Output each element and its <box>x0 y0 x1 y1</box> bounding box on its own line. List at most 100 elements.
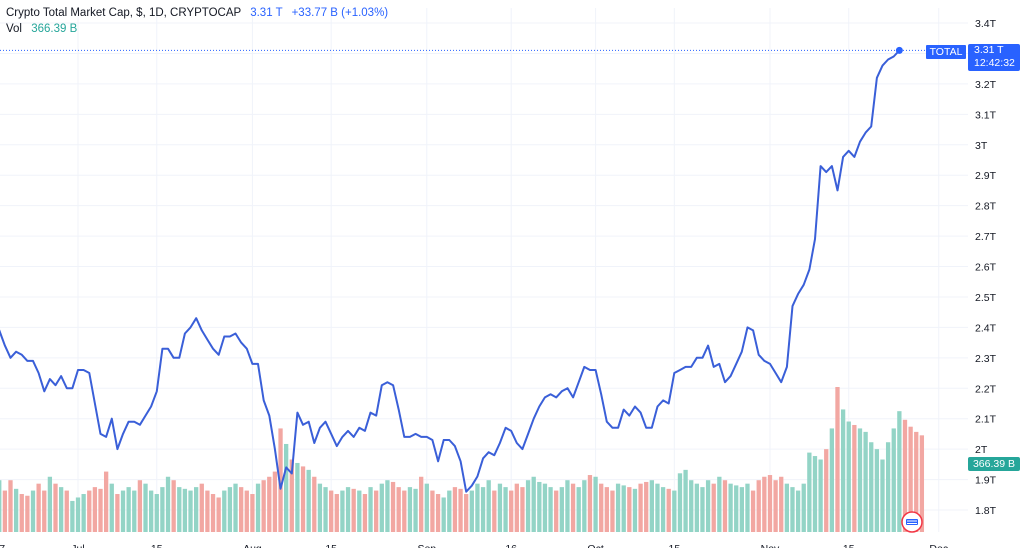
volume-bar <box>475 483 480 532</box>
volume-bar <box>784 483 790 532</box>
volume-bar <box>627 487 632 532</box>
y-tick-label: 2.9T <box>975 170 997 182</box>
volume-bar <box>812 456 818 532</box>
volume-bar <box>897 411 902 532</box>
volume-bar <box>345 487 351 532</box>
volume-bar <box>278 428 283 532</box>
volume-bar <box>655 483 660 532</box>
volume-bar <box>728 483 733 532</box>
volume-bar <box>807 452 812 532</box>
volume-bar <box>148 490 154 532</box>
volume-bar <box>239 487 244 532</box>
volume-bar <box>250 494 255 532</box>
volume-bar <box>53 483 58 532</box>
volume-bar <box>779 476 784 532</box>
volume-bar <box>824 449 829 532</box>
price-axis: 3.4T3.3T3.2T3.1T3T2.9T2.8T2.7T2.6T2.5T2.… <box>975 18 997 517</box>
x-tick-label: Jul <box>71 543 84 548</box>
volume-bar <box>0 480 2 532</box>
chart-legend: Crypto Total Market Cap, $, 1D, CRYPTOCA… <box>6 5 388 37</box>
volume-bar <box>362 494 368 532</box>
volume-bar <box>154 494 159 532</box>
volume-bar <box>132 490 137 532</box>
volume-series <box>0 387 925 532</box>
volume-bar <box>677 473 683 532</box>
price-tag-time: 12:42:32 <box>974 57 1015 69</box>
volume-bar <box>480 487 486 532</box>
volume-bar <box>835 387 840 532</box>
volume-bar <box>160 487 165 532</box>
volume-bar <box>205 490 210 532</box>
volume-bar <box>914 431 919 532</box>
volume-bar <box>430 490 435 532</box>
volume-bar <box>75 497 81 532</box>
y-tick-label: 2.5T <box>975 292 997 304</box>
volume-bar <box>413 488 418 532</box>
volume-bar <box>919 435 925 532</box>
symbol-title: Crypto Total Market Cap, $, 1D, CRYPTOCA… <box>6 7 241 19</box>
volume-bar <box>509 490 514 532</box>
volume-bar <box>818 459 823 532</box>
volume-bar <box>587 475 593 532</box>
volume-bar <box>126 487 131 532</box>
volume-bar <box>880 459 885 532</box>
y-tick-label: 3.2T <box>975 79 997 91</box>
chart-grid <box>0 8 968 532</box>
y-tick-label: 3T <box>975 140 988 152</box>
volume-bar <box>734 485 739 532</box>
volume-value: 366.39 B <box>31 23 78 35</box>
tradingview-logo-icon <box>901 511 923 533</box>
y-tick-label: 2.2T <box>975 383 997 395</box>
volume-bar <box>750 490 756 532</box>
x-tick-label: 16 <box>505 543 517 548</box>
volume-bar <box>317 483 323 532</box>
volume-bar <box>120 490 126 532</box>
volume-bar <box>739 487 744 532</box>
volume-bar <box>385 480 390 532</box>
volume-bar <box>374 490 379 532</box>
volume-bar <box>323 487 328 532</box>
volume-bar <box>244 490 249 532</box>
volume-bar <box>852 424 857 532</box>
volume-bar <box>621 485 626 532</box>
volume-bar <box>582 480 587 532</box>
volume-bar <box>441 497 446 532</box>
volume-bar <box>548 487 553 532</box>
volume-bar <box>98 488 103 532</box>
volume-bar <box>711 483 716 532</box>
x-tick-label: 17 <box>0 543 5 548</box>
y-tick-label: 2.1T <box>975 414 997 426</box>
volume-bar <box>58 487 64 532</box>
y-tick-label: 2.3T <box>975 353 997 365</box>
volume-bar <box>503 487 508 532</box>
volume-bar <box>2 490 8 532</box>
last-price-value: 3.31 T <box>250 7 283 19</box>
x-tick-label: 15 <box>151 543 163 548</box>
volume-bar <box>525 480 531 532</box>
volume-bar <box>47 476 53 532</box>
time-axis: 17 Jul 15 Aug 15 Sep 16 Oct 15 Nov 15 Dec <box>0 543 948 548</box>
volume-bar <box>199 483 204 532</box>
x-tick-label: Oct <box>587 543 603 548</box>
volume-bar <box>542 483 548 532</box>
volume-bar <box>182 488 188 532</box>
volume-bar <box>745 483 750 532</box>
volume-bar <box>216 497 221 532</box>
volume-bar <box>638 483 643 532</box>
volume-bar <box>81 494 86 532</box>
y-tick-label: 3.1T <box>975 109 997 121</box>
volume-bar <box>537 481 542 532</box>
volume-bar <box>604 487 609 532</box>
volume-bar <box>194 487 199 532</box>
volume-bar <box>705 480 711 532</box>
volume-bar <box>165 476 171 532</box>
volume-bar <box>891 428 896 532</box>
y-tick-label: 1.9T <box>975 475 997 487</box>
volume-bar <box>340 490 345 532</box>
volume-bar <box>722 480 728 532</box>
price-change-value: +33.77 B (+1.03%) <box>291 7 389 19</box>
volume-bar <box>689 480 694 532</box>
x-tick-label: 15 <box>325 543 337 548</box>
volume-bar <box>300 466 306 532</box>
